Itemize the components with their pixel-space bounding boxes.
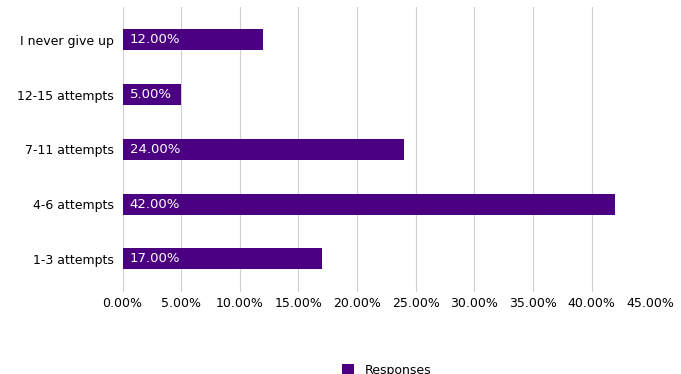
Legend: Responses: Responses [342, 364, 431, 374]
Bar [123, 84, 181, 105]
Text: 5.00%: 5.00% [129, 88, 172, 101]
Text: 24.00%: 24.00% [129, 143, 180, 156]
Text: 42.00%: 42.00% [129, 197, 180, 211]
Text: 12.00%: 12.00% [129, 33, 180, 46]
Bar [123, 194, 615, 215]
Text: 17.00%: 17.00% [129, 252, 180, 266]
Bar [123, 139, 404, 160]
Bar [123, 248, 322, 269]
Bar [123, 30, 264, 50]
